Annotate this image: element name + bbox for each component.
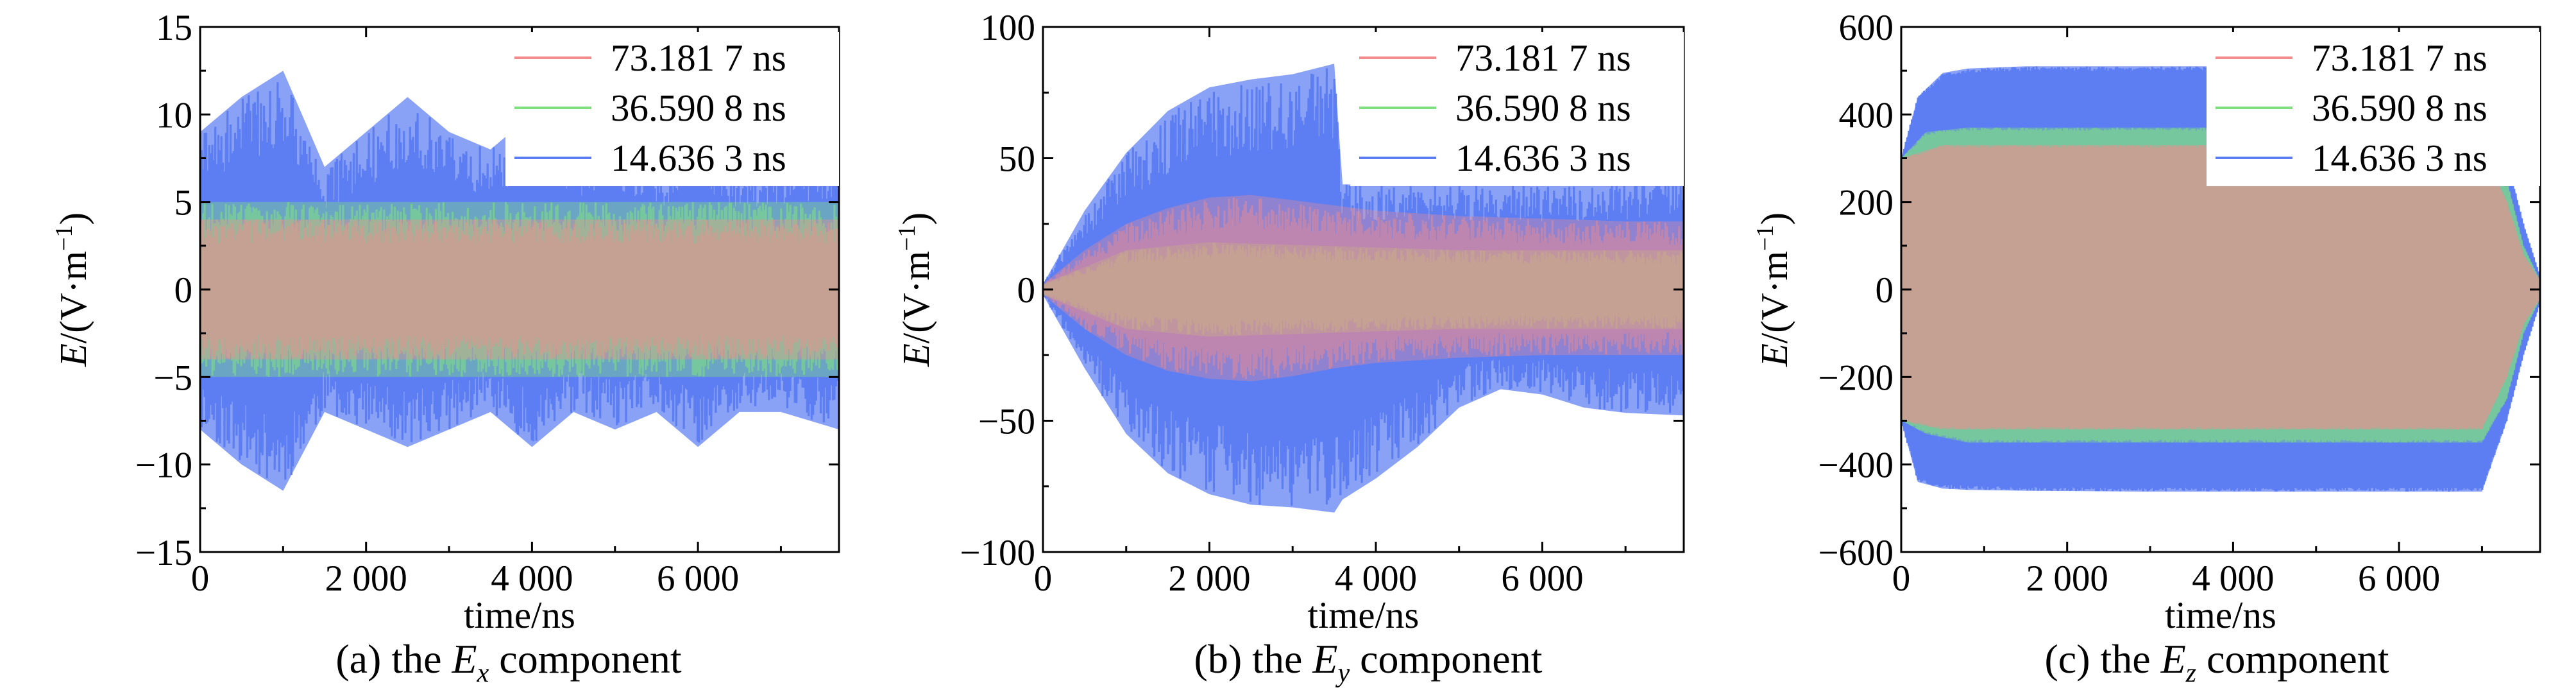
caption-prefix: (b) the	[1194, 636, 1313, 682]
series-envelope-2	[1043, 242, 1684, 337]
y-tick-label: 400	[1839, 95, 1894, 135]
panel-caption: (a) the Ex component	[335, 636, 682, 688]
series-envelope-3	[200, 219, 839, 360]
series-line-2	[1043, 242, 1684, 336]
caption-sub: y	[1335, 659, 1350, 688]
y-label-close: )	[895, 212, 937, 225]
legend-label: 36.590 8 ns	[1455, 87, 1631, 129]
y-label-close: )	[1753, 212, 1795, 225]
y-tick-label: 50	[999, 139, 1035, 180]
plot-area	[1043, 64, 1684, 513]
legend-label: 36.590 8 ns	[2312, 87, 2487, 129]
series-line-2	[1901, 127, 2540, 443]
legend-label: 73.181 7 ns	[1455, 37, 1631, 79]
y-label-unit: /(V·m	[52, 251, 94, 343]
caption-var: E	[452, 636, 477, 682]
y-label-exp: −1	[51, 225, 78, 250]
y-label-exp: −1	[1752, 225, 1779, 250]
y-tick-label: 100	[981, 8, 1036, 48]
y-label-unit: /(V·m	[1753, 251, 1795, 343]
x-axis-label: time/ns	[2165, 594, 2276, 636]
series-line-3	[1901, 145, 2540, 430]
y-tick-label: 0	[1876, 270, 1894, 311]
y-tick-label: 200	[1839, 183, 1894, 223]
caption-suffix: component	[489, 636, 682, 682]
caption-prefix: (a) the	[335, 636, 452, 682]
legend-label: 73.181 7 ns	[611, 37, 786, 79]
y-tick-label: −50	[978, 402, 1035, 442]
y-tick-label: 0	[174, 270, 193, 311]
y-label-var: E	[895, 343, 937, 367]
y-axis-label: E/(V·m−1)	[1752, 212, 1795, 367]
legend-label: 14.636 3 ns	[611, 137, 786, 179]
chart-panel-3: −600 −400 −200 0 200 400 600 0 2 000 4 000 6 000 ti…	[1752, 8, 2541, 636]
series-line-3	[200, 219, 839, 360]
y-label-unit: /(V·m	[895, 251, 937, 343]
chart-panel-1: −15 −10 −5 0 5 10 15 0 2 000 4 000 6 000 time/ns E/(…	[51, 8, 840, 636]
x-tick-label: 4 000	[2192, 558, 2274, 599]
series-envelope-2	[200, 202, 839, 377]
x-tick-label: 2 000	[325, 558, 407, 599]
caption-suffix: component	[1350, 636, 1543, 682]
legend-label: 73.181 7 ns	[2312, 37, 2487, 79]
x-tick-label: 4 000	[1335, 558, 1417, 599]
series-envelope-2	[1901, 127, 2540, 443]
y-tick-label: −400	[1818, 445, 1894, 486]
x-tick-label: 0	[191, 558, 210, 599]
legend-label: 14.636 3 ns	[1455, 137, 1631, 179]
x-axis-label: time/ns	[464, 594, 575, 636]
panel-caption: (c) the Ez component	[2044, 636, 2389, 688]
y-label-close: )	[52, 212, 94, 225]
y-tick-label: 5	[174, 183, 193, 223]
series-line-2	[200, 202, 839, 377]
y-tick-label: −600	[1818, 533, 1894, 573]
caption-sub: z	[2185, 659, 2196, 688]
x-axis-label: time/ns	[1308, 594, 1419, 636]
legend-label: 36.590 8 ns	[611, 87, 786, 129]
y-tick-label: −10	[135, 445, 192, 486]
x-tick-label: 0	[1034, 558, 1053, 599]
x-tick-label: 6 000	[2358, 558, 2440, 599]
x-tick-label: 0	[1892, 558, 1911, 599]
panel-caption: (b) the Ey component	[1194, 636, 1543, 688]
y-tick-label: −5	[153, 358, 192, 398]
series-envelope-3	[1901, 145, 2540, 430]
caption-suffix: component	[2196, 636, 2389, 682]
y-axis-label: E/(V·m−1)	[894, 212, 937, 367]
y-tick-label: 0	[1017, 270, 1036, 311]
chart-panel-2: −100 −50 0 50 100 0 2 000 4 000 6 000 time/ns E/(V…	[894, 8, 1685, 636]
y-tick-label: −100	[960, 533, 1035, 573]
y-label-var: E	[1753, 343, 1795, 367]
x-tick-label: 6 000	[657, 558, 739, 599]
series-line-3	[1043, 197, 1684, 380]
y-label-var: E	[52, 343, 94, 367]
x-tick-label: 2 000	[2026, 558, 2108, 599]
legend-label: 14.636 3 ns	[2312, 137, 2487, 179]
caption-prefix: (c) the	[2044, 636, 2160, 682]
y-axis-label: E/(V·m−1)	[51, 212, 94, 367]
x-tick-label: 4 000	[491, 558, 573, 599]
y-tick-label: 10	[156, 95, 192, 135]
caption-var: E	[2160, 636, 2186, 682]
y-label-exp: −1	[894, 225, 920, 250]
y-tick-label: 600	[1839, 8, 1894, 48]
x-tick-label: 2 000	[1168, 558, 1250, 599]
x-tick-label: 6 000	[1501, 558, 1583, 599]
y-tick-label: −15	[135, 533, 192, 573]
caption-sub: x	[477, 659, 489, 688]
y-tick-label: 15	[156, 8, 192, 48]
series-envelope-3	[1043, 194, 1684, 382]
caption-var: E	[1312, 636, 1337, 682]
y-tick-label: −200	[1818, 358, 1894, 398]
